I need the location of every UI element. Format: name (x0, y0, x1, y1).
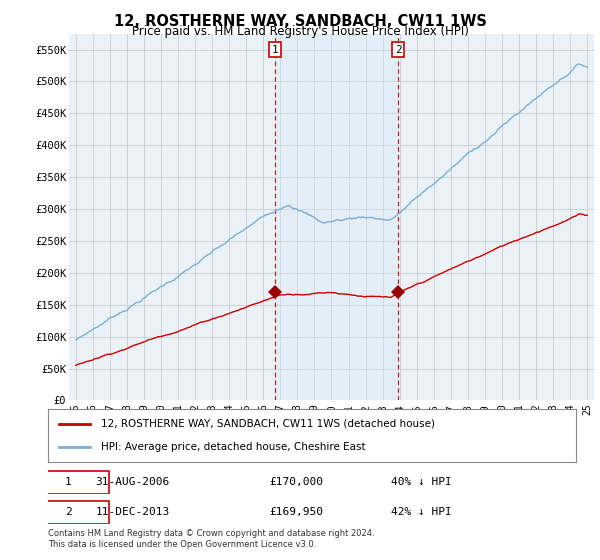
Text: Contains HM Land Registry data © Crown copyright and database right 2024.
This d: Contains HM Land Registry data © Crown c… (48, 529, 374, 549)
Text: 42% ↓ HPI: 42% ↓ HPI (391, 507, 452, 517)
Text: 31-AUG-2006: 31-AUG-2006 (95, 477, 170, 487)
Text: 12, ROSTHERNE WAY, SANDBACH, CW11 1WS (detached house): 12, ROSTHERNE WAY, SANDBACH, CW11 1WS (d… (101, 419, 435, 429)
Text: 40% ↓ HPI: 40% ↓ HPI (391, 477, 452, 487)
Text: £169,950: £169,950 (270, 507, 324, 517)
Text: 1: 1 (65, 477, 71, 487)
Text: 11-DEC-2013: 11-DEC-2013 (95, 507, 170, 517)
FancyBboxPatch shape (27, 501, 109, 524)
Text: 2: 2 (395, 45, 401, 55)
Text: Price paid vs. HM Land Registry's House Price Index (HPI): Price paid vs. HM Land Registry's House … (131, 25, 469, 38)
Text: £170,000: £170,000 (270, 477, 324, 487)
Text: 12, ROSTHERNE WAY, SANDBACH, CW11 1WS: 12, ROSTHERNE WAY, SANDBACH, CW11 1WS (113, 14, 487, 29)
Text: HPI: Average price, detached house, Cheshire East: HPI: Average price, detached house, Ches… (101, 442, 365, 452)
Text: 1: 1 (271, 45, 278, 55)
Bar (275, 34, 398, 400)
FancyBboxPatch shape (27, 471, 109, 494)
Text: 2: 2 (65, 507, 71, 517)
